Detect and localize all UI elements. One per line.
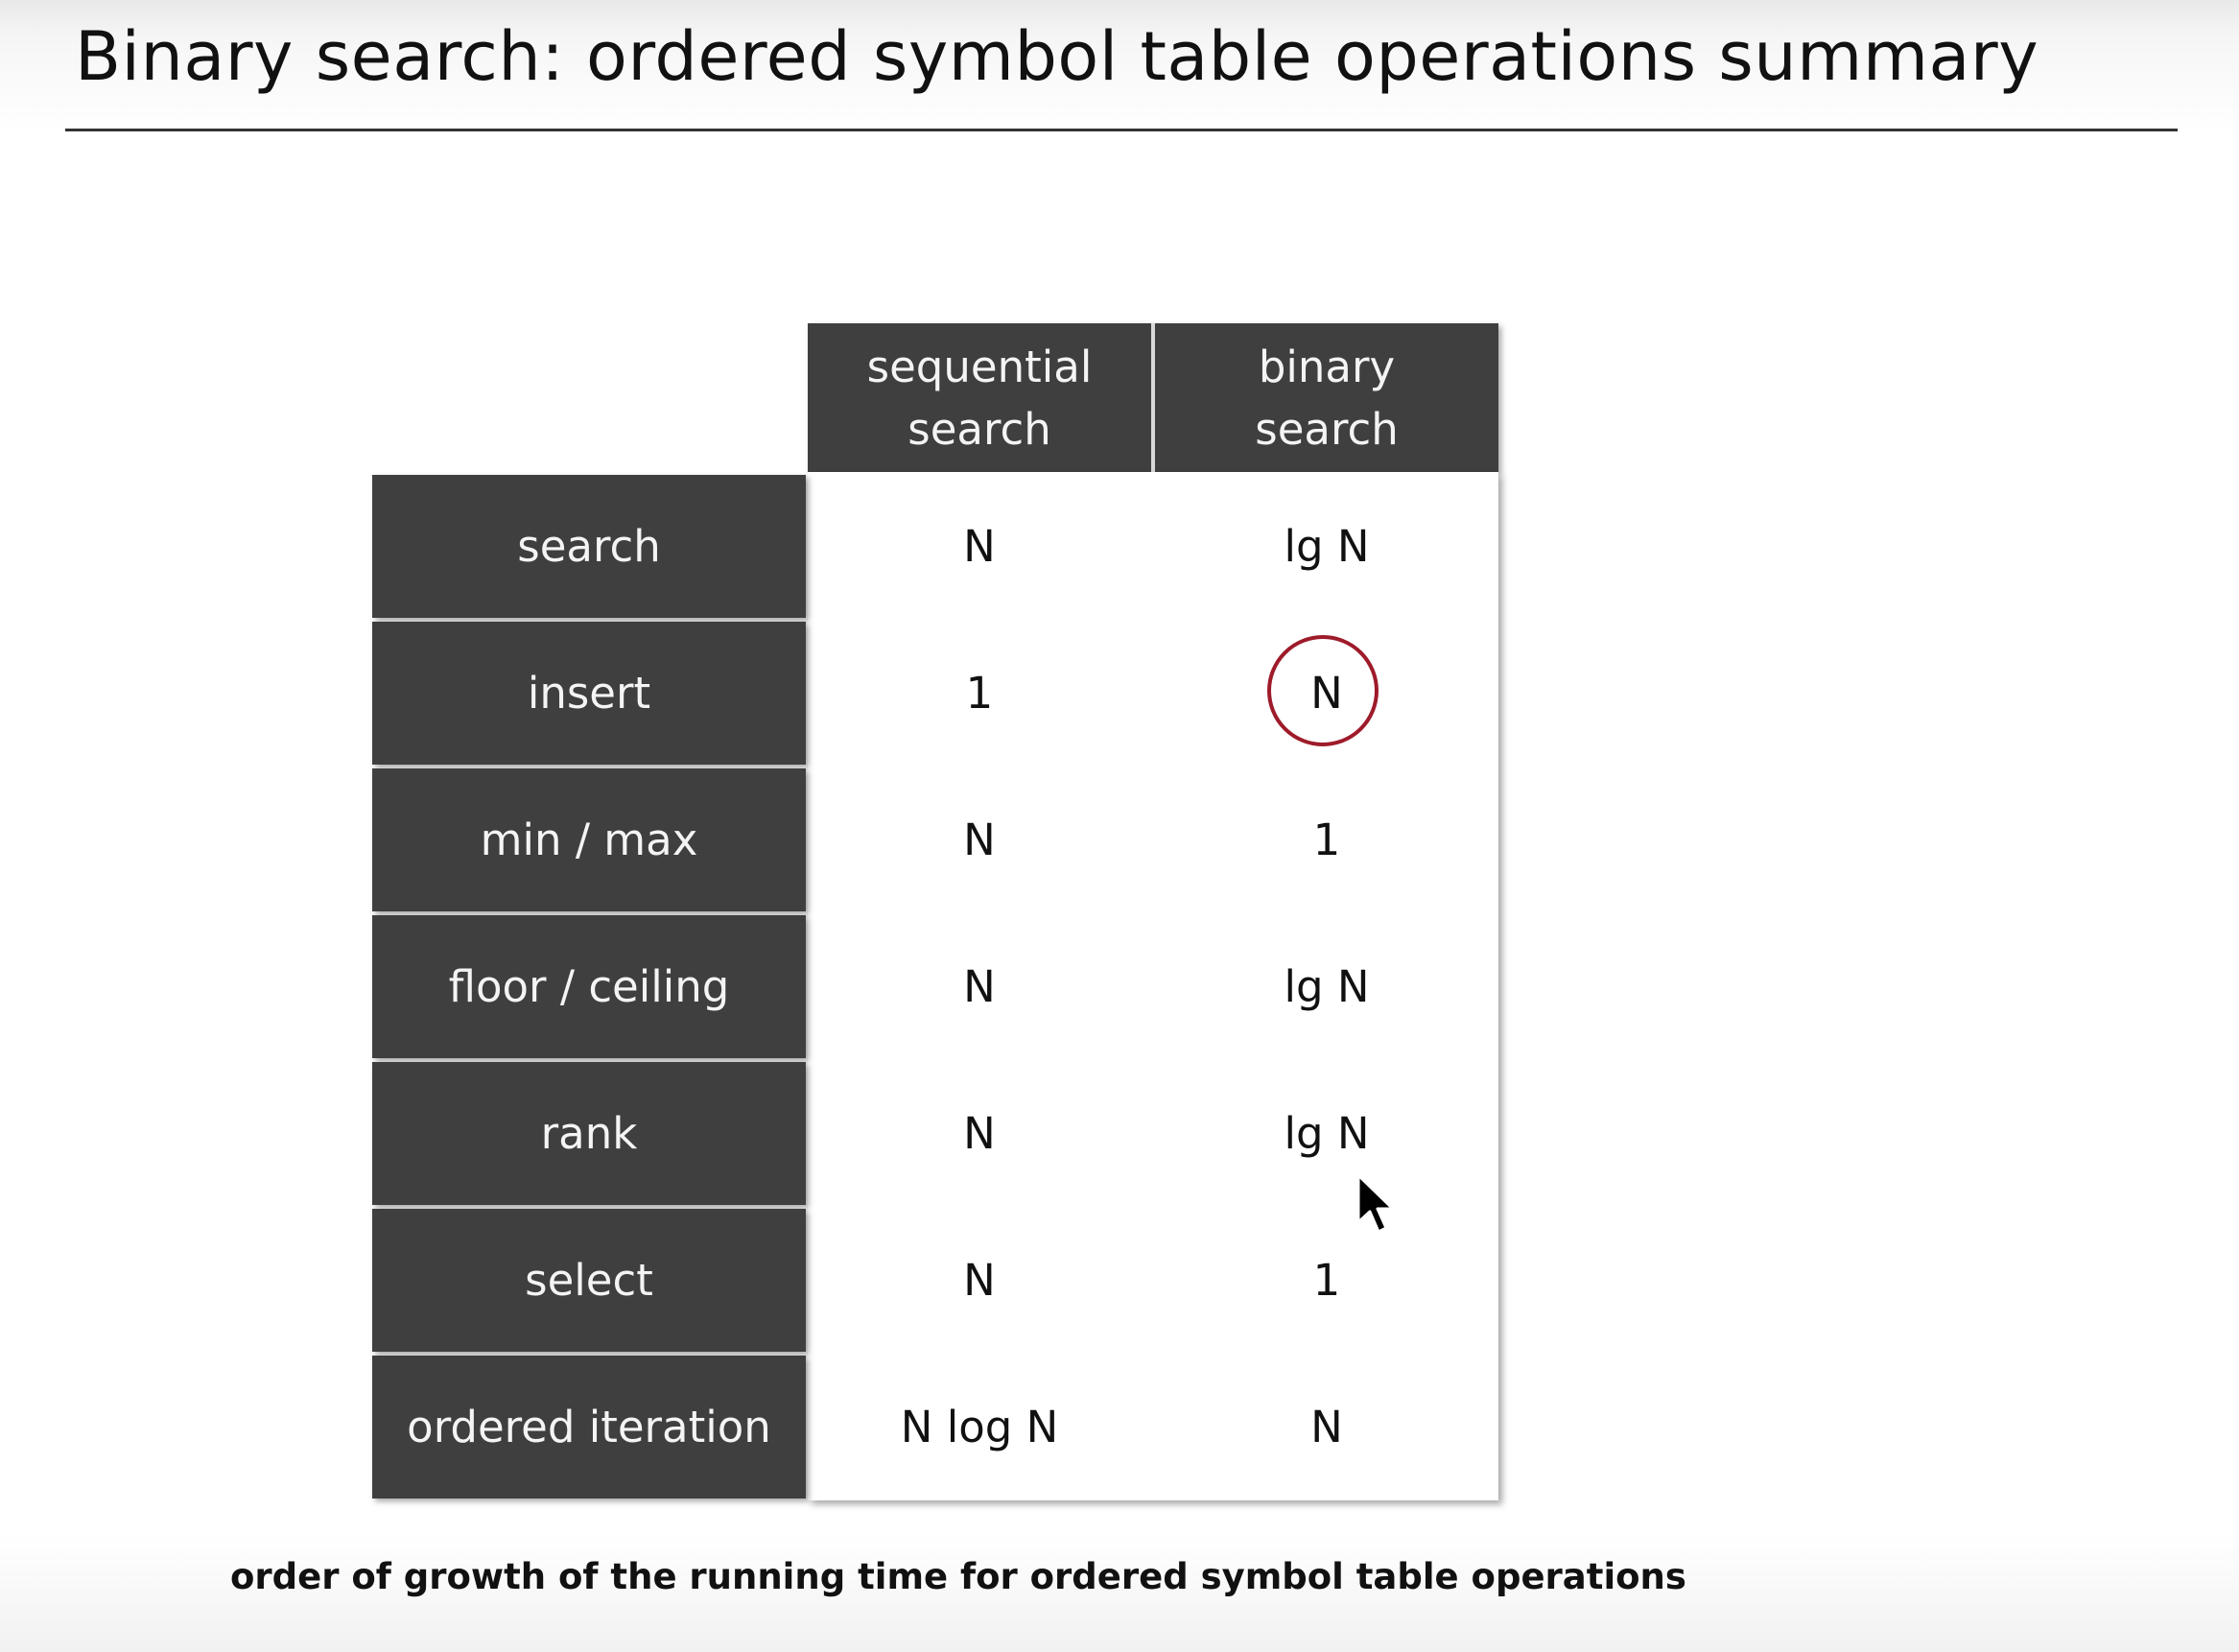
table-caption: order of growth of the running time for …	[230, 1556, 1686, 1597]
cell-min-max-binary: 1	[1312, 814, 1341, 865]
cell-min-max-sequential: N	[963, 814, 996, 865]
title-divider	[65, 129, 2178, 131]
cell-search-binary: lg N	[1284, 521, 1370, 572]
row-label-insert: insert	[372, 622, 806, 765]
row-label-min-max: min / max	[372, 768, 806, 911]
column-header-sequential-search: sequential search	[866, 341, 1093, 455]
column-header-binary-search: binary search	[1255, 341, 1399, 455]
table-body	[808, 472, 1498, 1500]
row-label-rank: rank	[372, 1062, 806, 1205]
cell-select-binary: 1	[1312, 1255, 1341, 1306]
row-label-select: select	[372, 1209, 806, 1352]
cell-search-sequential: N	[963, 521, 996, 572]
cell-rank-sequential: N	[963, 1108, 996, 1159]
cell-floor-ceiling-binary: lg N	[1284, 961, 1370, 1012]
row-label-floor-ceiling: floor / ceiling	[372, 915, 806, 1058]
row-label-search: search	[372, 475, 806, 618]
header-divider	[1151, 323, 1155, 472]
mouse-pointer-icon	[1356, 1173, 1395, 1234]
highlight-circle	[1267, 635, 1379, 746]
cell-select-sequential: N	[963, 1255, 996, 1306]
table-header: sequential search binary search	[808, 323, 1498, 472]
row-label-ordered-iteration: ordered iteration	[372, 1356, 806, 1499]
cell-floor-ceiling-sequential: N	[963, 961, 996, 1012]
cell-ordered-iteration-binary: N	[1310, 1402, 1343, 1452]
cell-ordered-iteration-sequential: N log N	[900, 1402, 1059, 1452]
cell-rank-binary: lg N	[1284, 1108, 1370, 1159]
cell-insert-sequential: 1	[965, 668, 994, 719]
slide-title: Binary search: ordered symbol table oper…	[75, 17, 2039, 96]
